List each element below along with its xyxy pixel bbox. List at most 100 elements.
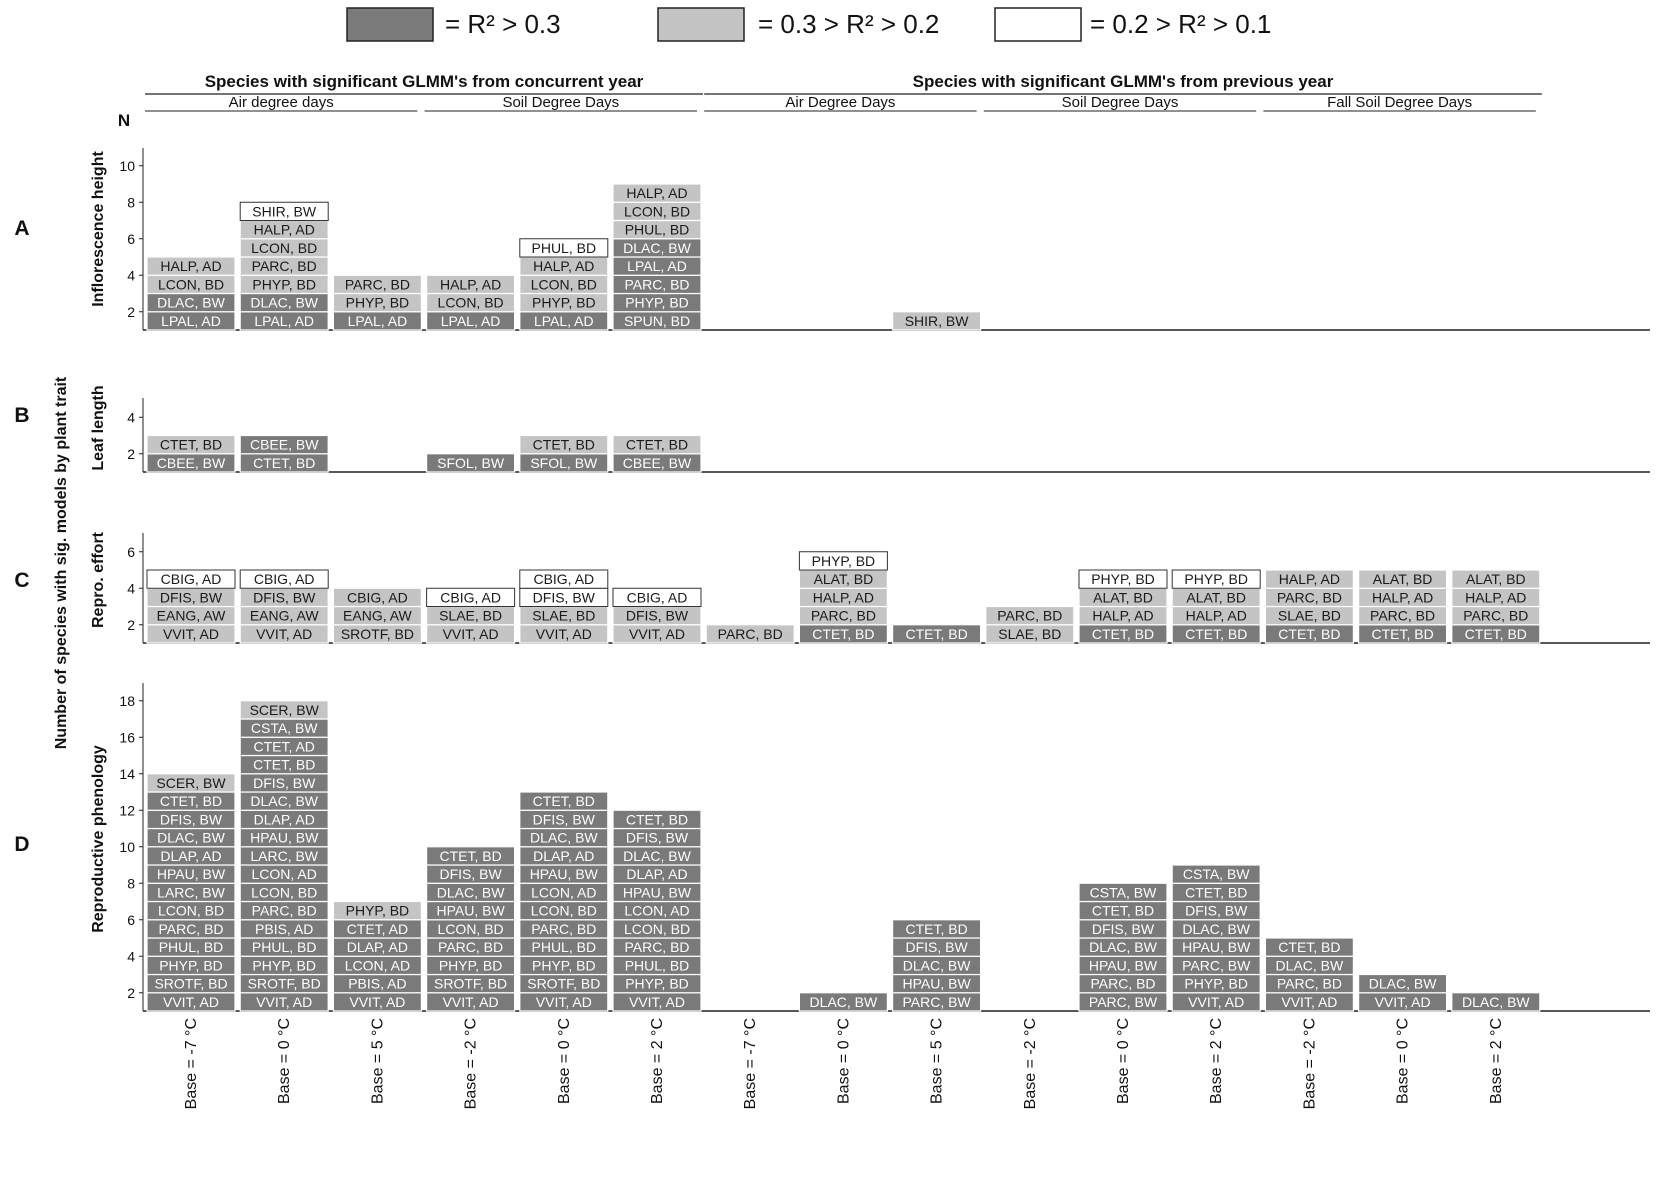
y-tick-label: 2 [127,446,135,462]
bar-segment [146,773,236,793]
bar-segment [519,569,609,589]
bar-segment-label: CTET, BD [253,455,315,471]
bar-segment-label: CTET, BD [626,437,688,453]
bar-segment-label: CTET, BD [439,848,501,864]
bar-segment-label: CTET, BD [626,811,688,827]
bar-segment-label: SCER, BW [250,702,320,718]
bar-segment-label: SFOL, BW [530,455,598,471]
bar-segment-label: HPAU, BW [902,976,971,992]
legend-label-mid: = 0.3 > R² > 0.2 [758,9,939,39]
x-category-label: Base = 2 °C [1208,1018,1225,1104]
bar-segment-label: PARC, BD [718,626,783,642]
bar-segment-label: CTET, BD [1278,939,1340,955]
bar-segment-label: LCON, AD [252,866,317,882]
y-tick-label: 4 [127,267,135,283]
bar-segment-label: DFIS, BW [626,608,689,624]
bar-segment-label: HALP, AD [1092,608,1153,624]
bar-segment-label: PHUL, BD [625,222,690,238]
bar-segment-label: VVIT, AD [349,994,405,1010]
bar-segment-label: DLAC, BW [1462,994,1530,1010]
group-title: Species with significant GLMM's from pre… [913,72,1334,91]
bar-segment [239,700,329,720]
bar-segment-label: PARC, BW [902,994,971,1010]
bar-segment-label: ALAT, BD [1186,589,1246,605]
x-category-label: Base = 0 °C [556,1018,573,1104]
bar-segment-label: VVIT, AD [629,994,685,1010]
bar-segment [332,900,422,921]
bar-segment-label: ALAT, BD [1466,571,1526,587]
bar-segment-label: CBIG, AD [440,589,501,605]
y-tick-label: 10 [119,839,135,855]
bar-segment-label: CSTA, BW [251,720,318,736]
bar-segment-label: DFIS, BW [533,811,596,827]
bar-segment-label: DLAC, BW [903,957,971,973]
bar-segment-label: CTET, BD [1465,626,1527,642]
bar-segment-label: DLAC, BW [1369,976,1437,992]
x-category-label: Base = -2 °C [1301,1018,1318,1109]
bar-segment-label: LARC, BW [157,884,225,900]
x-category-label: Base = 0 °C [1115,1018,1132,1104]
bar-segment-label: PHYP, BD [346,903,410,919]
bar-segment [519,791,609,811]
bar-segment-label: HPAU, BW [1182,939,1251,955]
bar-segment-label: PARC, BD [158,921,223,937]
bar-segment-label: DFIS, BW [626,830,689,846]
bar-segment [705,624,795,644]
bar-segment-label: HALP, AD [160,258,221,274]
bar-segment-label: HPAU, BW [530,866,599,882]
x-category-label: Base = -7 °C [183,1018,200,1109]
bar-segment-label: PARC, BD [345,276,410,292]
bar-segment [612,587,702,607]
bar-segment-label: PHYP, BD [532,957,596,973]
bar-segment [332,274,422,295]
x-category-label: Base = -7 °C [742,1018,759,1109]
bar-segment-label: ALAT, BD [1093,589,1153,605]
bar-segment [1451,992,1541,1012]
y-tick-label: 14 [119,766,135,782]
bar-segment-label: DLAC, BW [1089,939,1157,955]
x-category-label: Base = 0 °C [1395,1018,1412,1104]
bar-segment-label: LPAL, AD [254,313,314,329]
bar-segment-label: CTET, BD [533,793,595,809]
bar-segment-label: CTET, BD [1278,626,1340,642]
bar-segment [1451,569,1541,589]
bar-segment [1357,569,1448,589]
bar-segment-label: SLAE, BD [998,626,1061,642]
x-category-label: Base = 0 °C [835,1018,852,1104]
bar-segment-label: CTET, BD [160,437,222,453]
bar-segment-label: LCON, BD [438,921,504,937]
bar-segment-label: DFIS, BW [1092,921,1155,937]
bar-segment [798,992,889,1012]
bar-segment-label: PHYP, BD [625,976,689,992]
bar-segment-label: HALP, AD [1186,608,1247,624]
bar-segment-label: PARC, BD [252,903,317,919]
bar-segment-label: SHIR, BW [905,313,970,329]
bar-segment-label: ALAT, BD [1373,571,1433,587]
bar-segment-label: CTET, BD [1371,626,1433,642]
bar-segment-label: HALP, AD [254,222,315,238]
bar-segment-label: CTET, BD [1185,884,1247,900]
y-tick-label: 4 [127,948,135,964]
bar-segment-label: VVIT, AD [536,626,592,642]
bar-segment-label: CTET, BD [1092,626,1154,642]
bar-segment-label: CTET, BD [1092,903,1154,919]
bar-segment-label: LCON, BD [251,240,317,256]
bar-segment-label: PHUL, BD [625,957,690,973]
y-tick-label: 8 [127,875,135,891]
bar-segment-label: VVIT, AD [536,994,592,1010]
bar-segment-label: VVIT, AD [629,626,685,642]
bar-segment-label: HALP, AD [1279,571,1340,587]
bar-segment [1078,569,1168,589]
bar-segment-label: HPAU, BW [250,830,319,846]
bar-segment [1264,569,1355,589]
bar-segment-label: SROTF, BD [154,976,227,992]
bar-segment-label: SCER, BW [156,775,226,791]
bar-segment-label: DLAC, BW [250,295,318,311]
bar-segment [426,453,516,473]
bar-segment [612,434,702,455]
y-tick-label: 4 [127,409,135,425]
bar-segment-label: PBIS, AD [255,921,313,937]
y-tick-label: 12 [119,802,135,818]
bar-segment-label: DLAP, AD [626,866,687,882]
panel-letter: D [14,833,29,856]
